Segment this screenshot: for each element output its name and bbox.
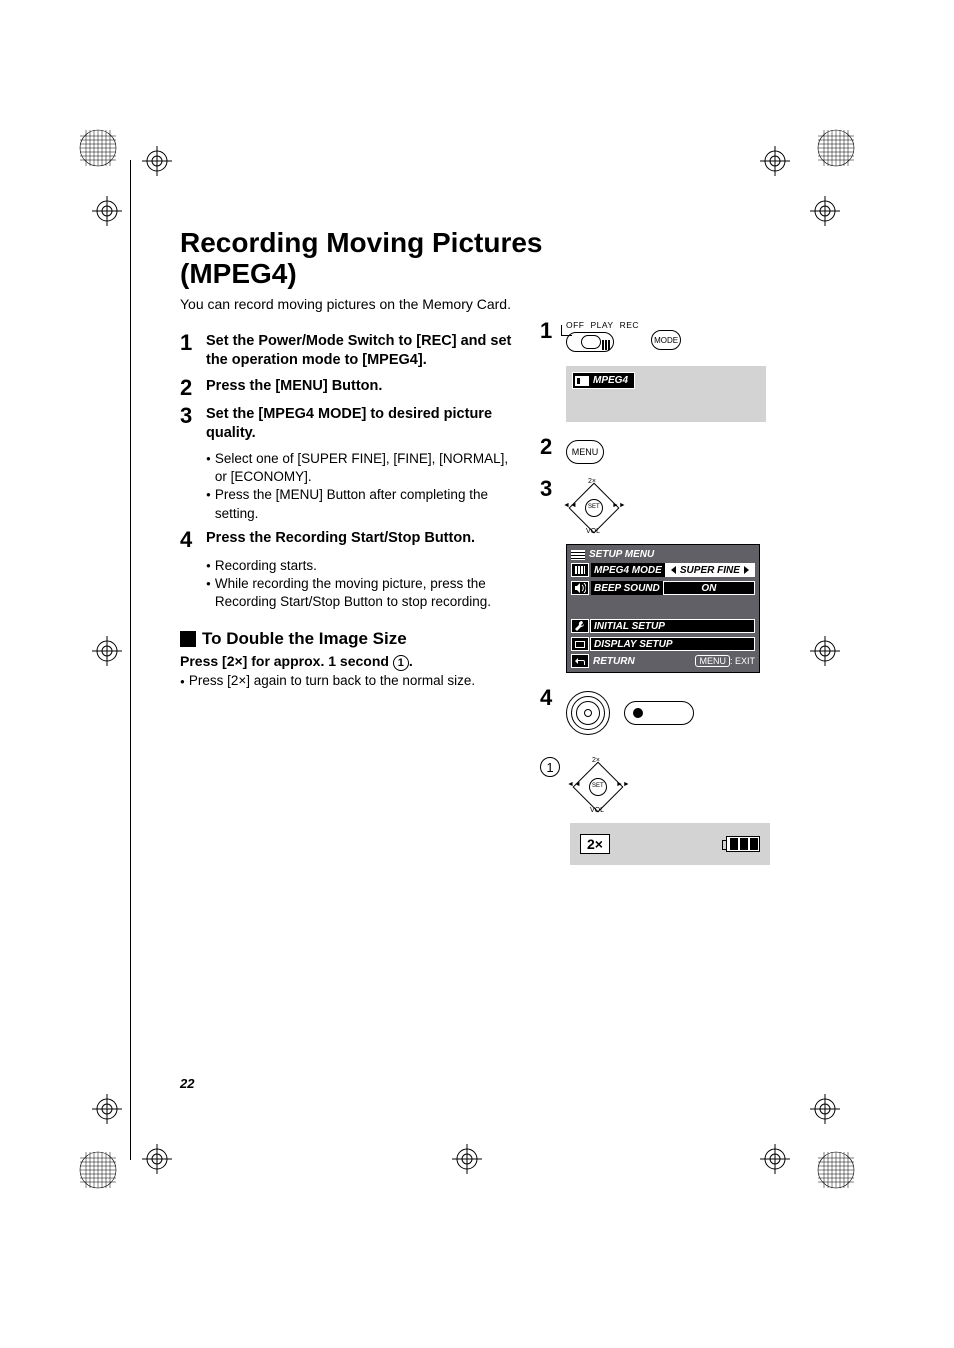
diagram-step-2: 2 MENU bbox=[540, 436, 770, 464]
reg-crosshair bbox=[92, 636, 122, 666]
record-button-icon bbox=[624, 701, 694, 725]
subheading: To Double the Image Size bbox=[202, 629, 407, 649]
square-bullet-icon bbox=[180, 631, 196, 647]
reg-crosshair bbox=[92, 196, 122, 226]
mpeg4-screen-icon: MPEG4 bbox=[566, 366, 766, 422]
page-number: 22 bbox=[180, 1076, 194, 1091]
menu-row-initial: INITIAL SETUP bbox=[571, 618, 755, 634]
film-icon bbox=[575, 376, 589, 386]
reg-crosshair bbox=[452, 1144, 482, 1174]
reg-crosshair bbox=[142, 146, 172, 176]
joystick-icon: SET 2× VOL ◄◄ ►► bbox=[570, 759, 626, 815]
display-icon bbox=[571, 637, 589, 651]
step-3: 3 Set the [MPEG4 MODE] to desired pictur… bbox=[180, 405, 520, 444]
wrench-icon bbox=[571, 619, 589, 633]
reg-crosshair bbox=[810, 196, 840, 226]
reg-crosshair bbox=[760, 1144, 790, 1174]
step-1: 1 Set the Power/Mode Switch to [REC] and… bbox=[180, 332, 520, 371]
dial-labels: OFF PLAY REC bbox=[566, 320, 639, 330]
diagram-step-4: 4 bbox=[540, 687, 770, 735]
page-title: Recording Moving Pictures (MPEG4) bbox=[180, 228, 780, 290]
step-4: 4 Press the Recording Start/Stop Button. bbox=[180, 529, 520, 551]
reg-mark-br-hatch bbox=[816, 1150, 856, 1190]
power-dial-icon bbox=[566, 332, 614, 352]
title-line2: (MPEG4) bbox=[180, 258, 297, 289]
setup-menu-title: SETUP MENU bbox=[571, 549, 755, 560]
menu-bars-icon bbox=[571, 550, 585, 560]
step-bullet: While recording the moving picture, pres… bbox=[206, 575, 520, 611]
zoom-screen-icon: 2× bbox=[570, 823, 770, 865]
reg-mark-bl-hatch bbox=[78, 1150, 118, 1190]
title-line1: Recording Moving Pictures bbox=[180, 227, 543, 258]
step-num: 2 bbox=[180, 377, 206, 399]
menu-row-mpeg4: MPEG4 MODE SUPER FINE bbox=[571, 562, 755, 578]
step-text: Set the [MPEG4 MODE] to desired picture … bbox=[206, 405, 520, 444]
reg-crosshair bbox=[760, 146, 790, 176]
diagram-step-1: 1 OFF PLAY REC MODE bbox=[540, 320, 770, 422]
reg-crosshair bbox=[810, 1094, 840, 1124]
reg-mark-tr-hatch bbox=[816, 128, 856, 168]
diagram-step-3: 3 SET 2× VOL ◄◄ ►► SETUP MENU MPEG4 MODE… bbox=[540, 478, 770, 673]
step-bullet: Recording starts. bbox=[206, 557, 520, 575]
grid-icon bbox=[571, 563, 589, 577]
joystick-icon: SET 2× VOL ◄◄ ►► bbox=[566, 480, 622, 536]
menu-button-icon: MENU bbox=[566, 440, 604, 464]
intro-text: You can record moving pictures on the Me… bbox=[180, 296, 780, 312]
menu-exit-label: MENU: EXIT bbox=[695, 656, 755, 666]
reg-crosshair bbox=[142, 1144, 172, 1174]
step-num: 3 bbox=[180, 405, 206, 444]
circled-1: 1 bbox=[393, 655, 409, 671]
return-icon bbox=[571, 654, 589, 668]
mode-button-icon: MODE bbox=[651, 330, 681, 350]
menu-bottom-row: RETURN MENU: EXIT bbox=[571, 654, 755, 668]
step-text: Set the Power/Mode Switch to [REC] and s… bbox=[206, 332, 520, 371]
circled-1-icon: 1 bbox=[540, 757, 560, 777]
step-num: 4 bbox=[180, 529, 206, 551]
zoom-tag: 2× bbox=[580, 834, 610, 854]
diagram-circled-1: 1 SET 2× VOL ◄◄ ►► 2× bbox=[540, 757, 770, 865]
step-num: 1 bbox=[180, 332, 206, 371]
step-bullet: Select one of [SUPER FINE], [FINE], [NOR… bbox=[206, 450, 520, 486]
step-text: Press the [MENU] Button. bbox=[206, 377, 382, 399]
guide-line bbox=[130, 160, 131, 1160]
step-bullet: Press the [MENU] Button after completing… bbox=[206, 486, 520, 522]
menu-row-display: DISPLAY SETUP bbox=[571, 636, 755, 652]
reg-mark-tl-hatch bbox=[78, 128, 118, 168]
reg-crosshair bbox=[92, 1094, 122, 1124]
diagram-num: 2 bbox=[540, 436, 566, 464]
sound-icon bbox=[571, 581, 589, 595]
step-text: Press the Recording Start/Stop Button. bbox=[206, 529, 475, 551]
menu-row-beep: BEEP SOUND ON bbox=[571, 580, 755, 596]
reg-crosshair bbox=[810, 636, 840, 666]
record-ring-icon bbox=[566, 691, 610, 735]
battery-icon bbox=[726, 836, 760, 852]
setup-menu-panel: SETUP MENU MPEG4 MODE SUPER FINE BEEP SO… bbox=[566, 544, 760, 673]
diagram-num: 4 bbox=[540, 687, 566, 735]
step-2: 2 Press the [MENU] Button. bbox=[180, 377, 520, 399]
